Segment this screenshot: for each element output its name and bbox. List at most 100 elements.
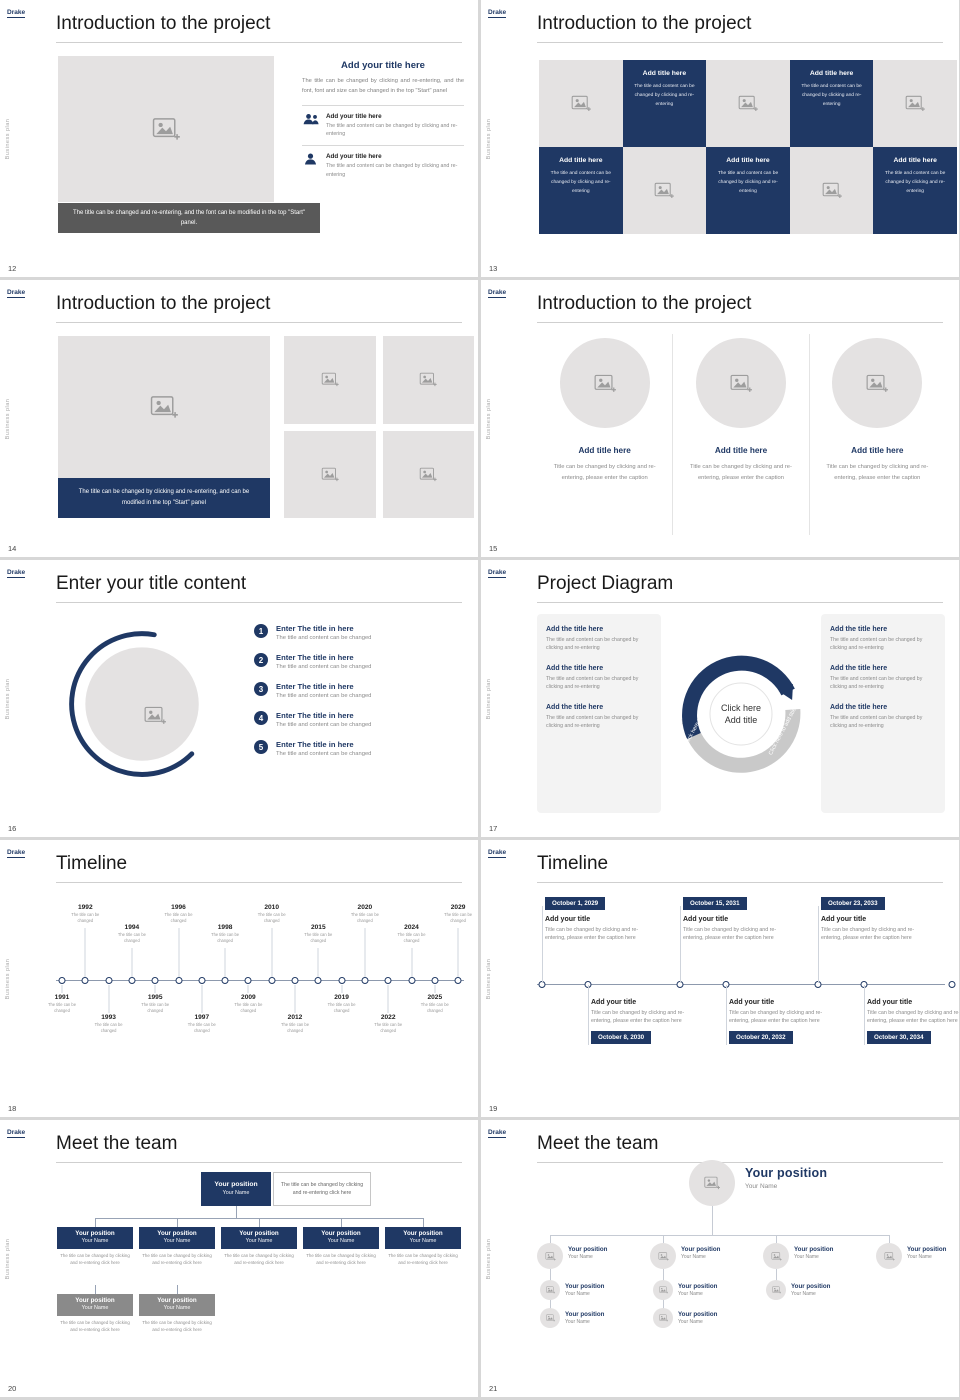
image-cell: [706, 60, 790, 147]
member-name: Your Name: [681, 1254, 706, 1260]
image-placeholder-icon: [658, 1251, 669, 1261]
slide-title: Timeline: [537, 853, 943, 883]
member-name: Your Name: [409, 1238, 437, 1245]
cycle-arc-gray: [681, 709, 801, 774]
member-name: Your Name: [163, 1238, 191, 1245]
timeline-node: [338, 976, 346, 984]
entry-caption: The title can be changed: [281, 1022, 309, 1033]
slide-page-17[interactable]: Drake Business plan Project Diagram 17 Add t…: [481, 560, 959, 837]
member-position: Your position: [157, 1297, 197, 1305]
connector-line: [177, 1218, 178, 1227]
slide-page-14[interactable]: Drake Business plan Introduction to the pr…: [0, 280, 478, 557]
submember-avatar: [540, 1280, 560, 1300]
timeline-entry: 2009 The title can be changed: [230, 994, 266, 1013]
entry-caption: The title can be changed: [234, 1002, 263, 1013]
submember-text: Your position Your Name: [678, 1283, 717, 1297]
slide-page-18[interactable]: Drake Business plan Timeline 18 1991 The titl…: [0, 840, 478, 1117]
image-placeholder-icon: [150, 395, 178, 419]
entry-title: Add your title: [867, 999, 913, 1006]
connector-line: [550, 1235, 890, 1236]
image-glyph: [704, 1176, 720, 1190]
connector-line: [457, 928, 459, 977]
slide-content: Add the title here The title and content …: [537, 612, 945, 821]
submember-text: Your position Your Name: [678, 1311, 717, 1325]
column-caption: Title can be changed by clicking and re-…: [826, 464, 929, 481]
image-placeholder-icon: [771, 1251, 782, 1261]
entry-year: 2015: [310, 924, 326, 931]
caption-column: Add title here Title can be changed by cl…: [672, 334, 808, 535]
org-note: The title can be changed by clicking and…: [273, 1172, 371, 1206]
member-name: Your Name: [678, 1319, 703, 1325]
org-member-box: Your position Your Name: [139, 1227, 215, 1249]
checkerboard-grid: Add title here The title and content can …: [539, 60, 957, 234]
image-cell: [789, 147, 874, 234]
timeline-entry: October 15, 2031 Add your title Title can …: [683, 892, 793, 943]
slide-content: 1 Enter The title in here The title and co…: [56, 612, 464, 821]
member-name: Your Name: [794, 1254, 819, 1260]
feature-text: The title and content can be changed by …: [326, 163, 458, 178]
connector-line: [259, 1218, 260, 1227]
slide-page-15[interactable]: Drake Business plan Introduction to the pr…: [481, 280, 959, 557]
connector-line: [131, 948, 133, 977]
slide-page-12[interactable]: Drake Business plan Introduction to the pr…: [0, 0, 478, 277]
item-body: Enter The title in here The title and con…: [276, 682, 371, 699]
entry-caption: Title can be changed by clicking and re-…: [683, 927, 777, 942]
cycle-center-circle: [709, 682, 773, 746]
column-paragraph: The title can be changed by clicking and…: [302, 78, 464, 94]
brand-logo: Drake: [488, 9, 507, 19]
connector-line: [889, 1235, 890, 1243]
cycle-diagram: Click here Add title Click here to add t…: [666, 639, 816, 789]
vertical-edge-text: Business plan: [486, 958, 492, 999]
entry-caption: The title can be changed: [48, 1002, 76, 1013]
diagram-item: Add the title here The title and content …: [830, 626, 936, 652]
timeline-node: [454, 976, 462, 984]
member-name: Your Name: [907, 1254, 932, 1260]
item-text: The title and content can be changed: [276, 751, 372, 757]
brand-logo: Drake: [7, 569, 26, 579]
vertical-edge-text: Business plan: [5, 1238, 11, 1279]
slide-page-13[interactable]: Drake Business plan Introduction to the pr…: [481, 0, 959, 277]
member-avatar: [650, 1243, 676, 1269]
column-title: Add title here: [851, 446, 904, 455]
connector-line: [542, 906, 543, 983]
feature-text: The title and content can be changed by …: [326, 122, 458, 138]
entry-year: 1997: [194, 1014, 210, 1021]
connector-line: [364, 928, 366, 977]
org-member-box: Your position Your Name: [57, 1294, 133, 1316]
image-caption-bar: The title can be changed by clicking and…: [58, 478, 270, 518]
connector-line: [317, 948, 319, 977]
slide-page-21[interactable]: Drake Business plan Meet the team 21 Your po…: [481, 1120, 959, 1397]
member-note: The title can be changed by clicking and…: [60, 1253, 130, 1265]
cell-title: Add title here: [893, 157, 937, 164]
entry-title: Add your title: [821, 916, 867, 923]
member-name: Your Name: [163, 1305, 191, 1312]
member-position: Your position: [794, 1246, 834, 1253]
item-text: The title and content can be changed by …: [546, 715, 639, 730]
image-glyph: [420, 467, 437, 481]
submember-avatar: [766, 1280, 786, 1300]
columns-wrap: Add title here Title can be changed by cl…: [537, 334, 945, 535]
cycle-center-line2: Add title: [725, 715, 758, 725]
entry-caption: The title can be changed: [327, 1002, 356, 1013]
item-number: 5: [254, 740, 268, 754]
member-note: The title can be changed by clicking and…: [388, 1253, 458, 1265]
image-placeholder-icon: [545, 1251, 556, 1261]
entry-caption: The title can be changed: [164, 912, 193, 923]
image-glyph: [738, 95, 758, 112]
slide-page-20[interactable]: Drake Business plan Meet the team 20 Your po…: [0, 1120, 478, 1397]
connector-line: [178, 928, 179, 977]
item-number: 2: [254, 653, 268, 667]
slide-page-16[interactable]: Drake Business plan Enter your title conte…: [0, 560, 478, 837]
item-text: The title and content can be changed: [276, 722, 372, 728]
member-note: The title can be changed by clicking and…: [60, 1320, 130, 1332]
image-glyph: [905, 95, 925, 112]
right-items-panel: Add the title here The title and content …: [821, 614, 945, 813]
slide-page-19[interactable]: Drake Business plan Timeline 19 October 1, 2…: [481, 840, 959, 1117]
slide-title: Introduction to the project: [56, 293, 462, 323]
item-text: The title and content can be changed by …: [830, 715, 923, 730]
caption-column: Add title here Title can be changed by cl…: [537, 334, 672, 535]
connector-line: [387, 985, 389, 1013]
slide-title: Introduction to the project: [56, 13, 462, 43]
brand-logo: Drake: [7, 1129, 26, 1139]
caption-column: Add title here Title can be changed by cl…: [808, 334, 945, 535]
